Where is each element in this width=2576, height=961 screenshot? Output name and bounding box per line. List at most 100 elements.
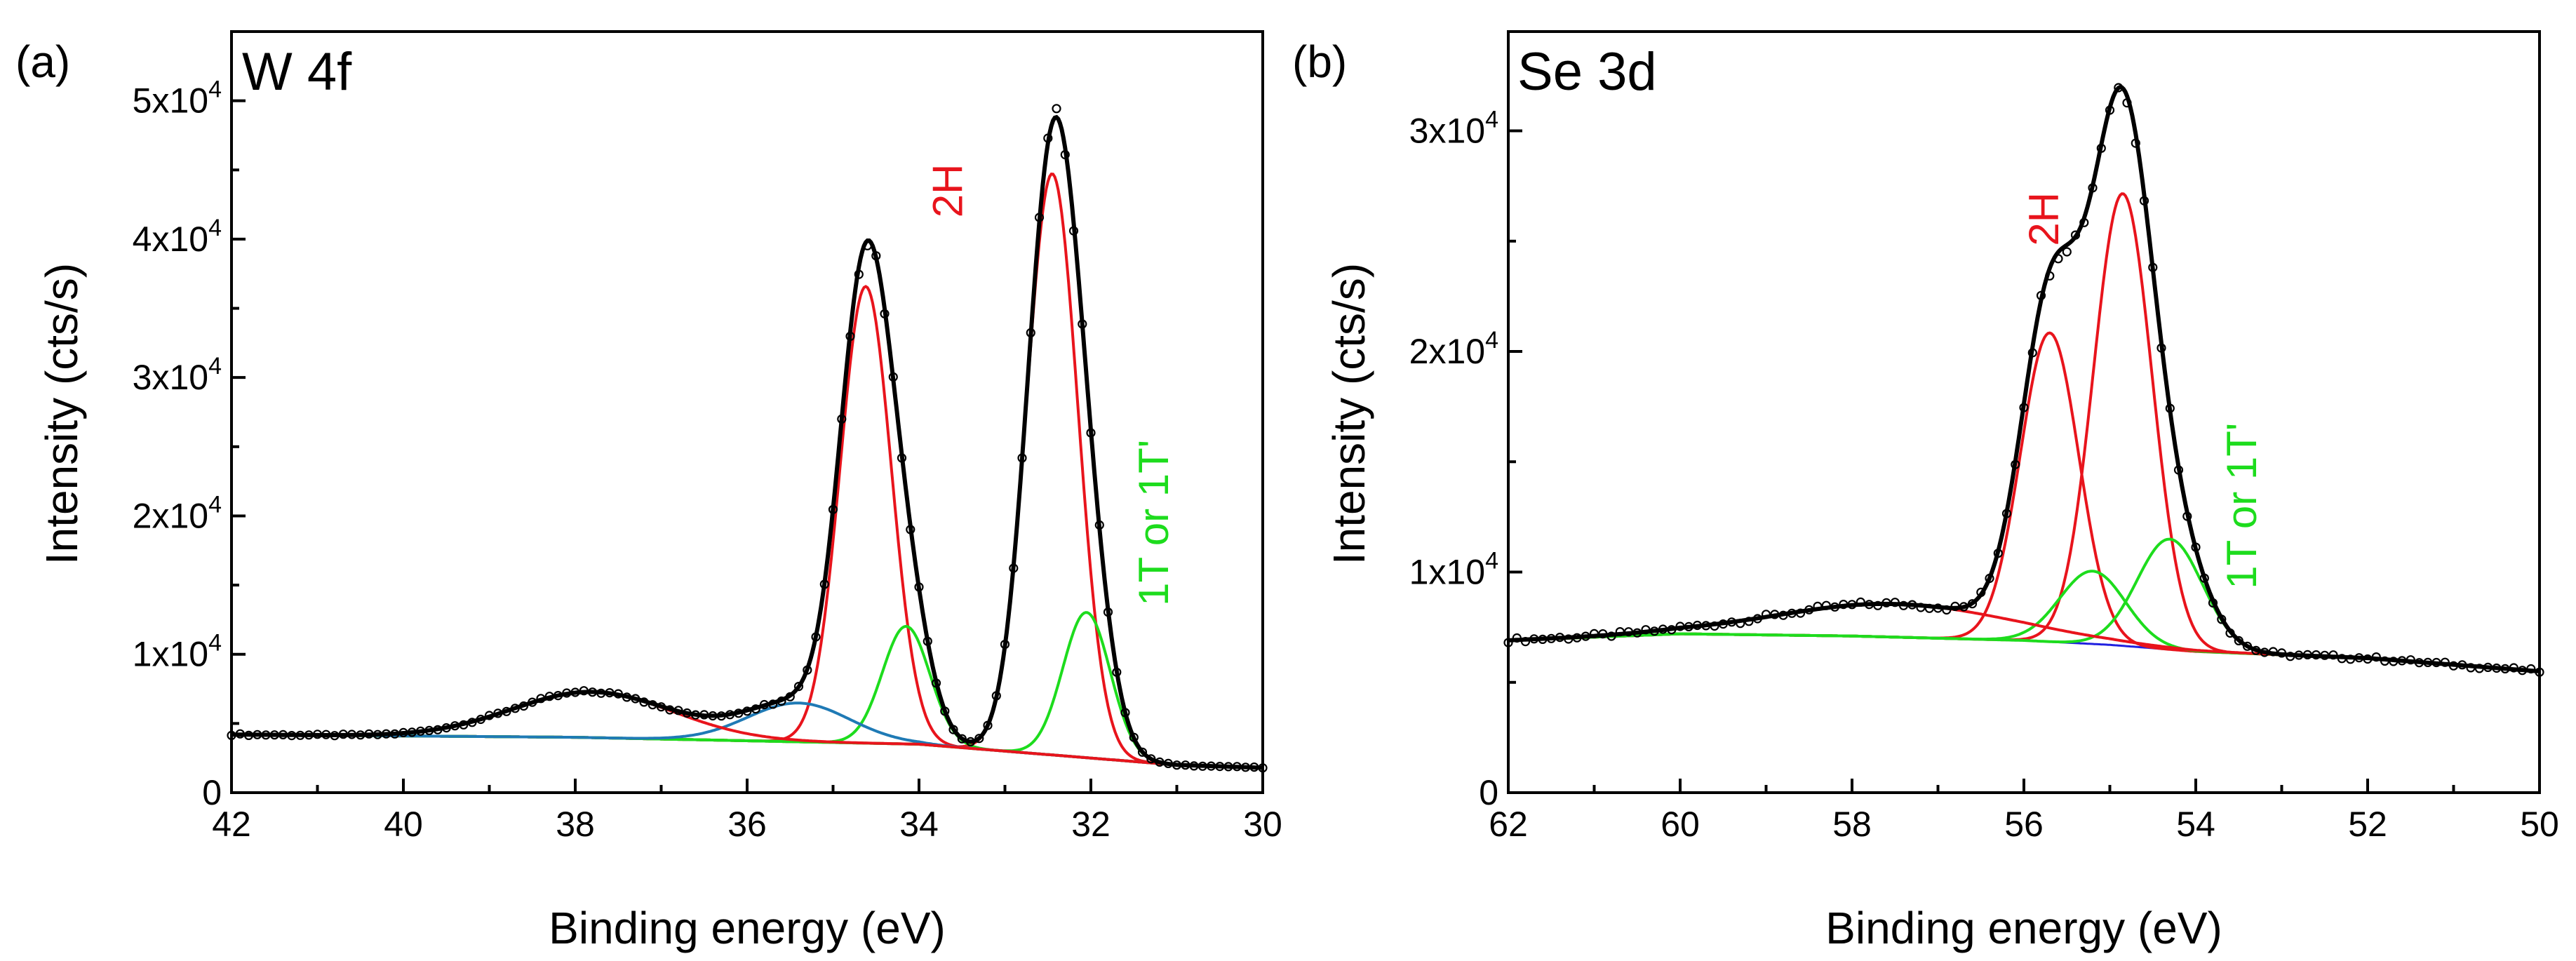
panel-b-data-point [1907,600,1917,610]
panel-a-data-point [1086,428,1096,438]
panel-a-data-point [1052,104,1061,114]
panel-b-data-point [1916,603,1926,612]
panel-b-y-axis: 0 1x104 2x104 3x104 [1409,107,1522,812]
panel-b-data-point [2500,664,2510,674]
panel-b-data-point [2148,262,2158,272]
panel-a-data-point [974,734,984,744]
panel-b-data-point [2217,614,2227,624]
panel-b-data-point [1529,634,1539,644]
panel-b-data-point [2053,254,2063,264]
panel-a-data-point [518,701,529,711]
panel-b-data-point [2526,664,2536,674]
panel-b-data-point [1950,601,1960,612]
panel-b-data-point [2199,573,2209,583]
panel-b-data-point [2509,663,2518,673]
panel-b-data-point [2105,105,2115,115]
panel-b-data-point [1744,617,1754,626]
panel-a-annotation-1: 1T or 1T' [1130,440,1177,606]
panel-a-component-line-0 [231,173,1263,770]
panel-a-data-point [1112,667,1122,677]
panel-a-data-point [235,729,245,739]
panel-a-data-point [759,699,770,710]
panel-b-data-point [1847,600,1857,610]
panel-a-data-point [579,686,589,696]
panel-a-data-point [1155,757,1165,767]
panel-b-data-point [1959,602,1968,612]
panel-b-data-point [2371,652,2381,662]
panel-b-data-point [2474,664,2484,673]
panel-a-y-tick-label: 3x104 [133,353,222,397]
panel-b-data-point [2191,542,2201,552]
panel-a-data-point [811,632,821,642]
panel-b-data-point [1538,634,1548,645]
panel-b-y-tick-label: 0 [1479,773,1498,812]
panel-a-data-point [819,579,829,589]
panel-b-data-point [2457,660,2467,670]
panel-b-data-point [1839,599,1849,610]
panel-a-data-point [450,721,460,731]
panel-a-data-point [690,710,701,720]
panel-a-data-point [793,681,804,692]
panel-b-x-tick-label: 52 [2348,805,2387,844]
panel-a-data-point [622,692,632,702]
panel-b-data-point [1512,633,1522,643]
panel-b-data-point [1684,621,1693,632]
panel-b-data-point [2286,652,2295,661]
panel-a-data-point [777,696,786,706]
panel-a-data-point [1078,319,1087,329]
panel-a-data-point [803,665,812,675]
panel-a-y-tick-label: 2x104 [133,491,222,535]
panel-b-x-tick-label: 50 [2520,805,2559,844]
panel-b-data-point [2165,403,2175,413]
panel-a-data-point [596,688,606,698]
panel-a-curves [231,114,1263,770]
panel-a-data-point [269,730,279,740]
panel-a-data-point [433,725,443,734]
panel-b-component-line-2 [1508,537,2540,673]
panel-b-y-tick-label: 1x104 [1409,548,1498,592]
panel-b-data-point [2320,650,2330,660]
panel-b-data-point [2225,628,2235,638]
panel-a-label: (a) [15,36,70,87]
panel-a-data-point [1094,520,1104,530]
panel-a-data-point [243,730,254,741]
panel-a-data-point [287,730,297,741]
panel-a-data-point [751,704,760,714]
panel-b-data-point [2389,657,2399,666]
panel-b-data-point [1752,614,1762,624]
panel-b-data-point [1598,629,1608,639]
panel-b-x-tick-label: 54 [2176,805,2215,844]
panel-b-data-point [2122,98,2132,108]
panel-a-data-point [476,714,485,725]
panel-a-data-point [347,730,357,739]
panel-a-data-point [1103,607,1113,617]
panel-b-data-point [2251,645,2261,655]
panel-b-data-point [1985,573,1994,584]
panel-b-data-point [2268,647,2278,657]
panel-a-x-tick-label: 36 [727,805,767,844]
panel-a-data-point [1129,732,1139,742]
panel-b-data-point [1770,610,1780,619]
panel-b-data-point [2260,647,2269,657]
panel-b: (b) 62 60 58 56 54 52 50 0 1x104 2x104 3x104 2H 1T… [1292,30,2559,953]
panel-b-data-point [2328,650,2338,660]
panel-b-data-point [1864,600,1874,610]
panel-a-y-axis-title: Intensity (cts/s) [36,263,87,565]
panel-a-data-point [364,729,374,739]
panel-b-data-point [2363,654,2373,664]
panel-b-data-point [1581,631,1590,641]
panel-a-data-point [906,525,915,535]
panel-b-annotation-0: 2H [2020,192,2067,246]
panel-b-data-point [1589,629,1599,639]
panel-a-y-tick-label: 0 [202,773,222,812]
panel-b-annotation-1: 1T or 1T' [2218,423,2265,589]
panel-b-plot: 62 60 58 56 54 52 50 0 1x104 2x104 3x104 2H 1T or … [1409,30,2559,844]
panel-a-x-tick-label: 30 [1243,805,1282,844]
panel-a-data-point [510,704,520,713]
panel-b-data-point [1564,634,1574,644]
panel-a-data-point [656,702,666,712]
panel-a-data-point [1198,761,1207,771]
panel-b-data-point [2036,290,2046,300]
panel-b-x-tick-label: 62 [1489,805,1528,844]
